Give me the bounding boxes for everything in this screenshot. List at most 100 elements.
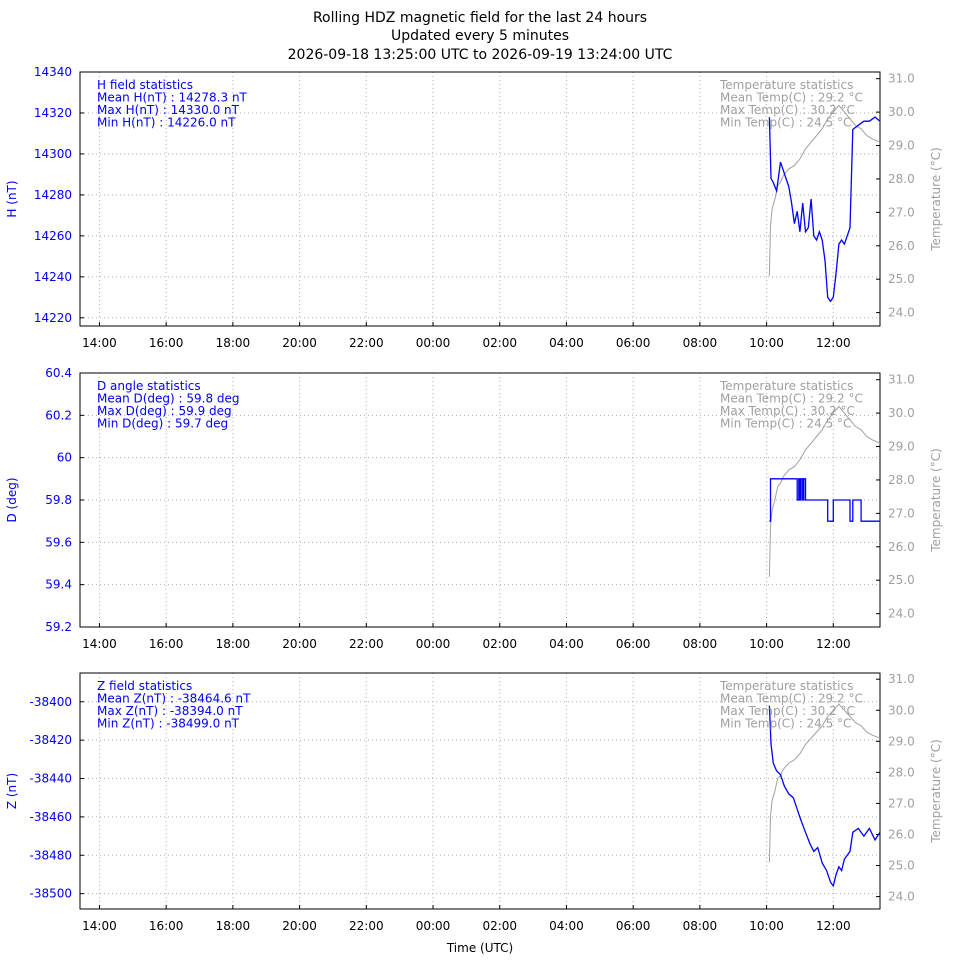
- x-tick-label: 18:00: [216, 637, 251, 651]
- y-tick-label: -38420: [29, 733, 72, 747]
- field-stat-line: Min H(nT) : 14226.0 nT: [97, 116, 236, 130]
- field-stat-line: Max H(nT) : 14330.0 nT: [97, 103, 240, 117]
- y-tick-label: 59.6: [45, 535, 72, 549]
- temperature-line: [768, 703, 881, 863]
- temp-tick-label: 28.0: [888, 172, 915, 186]
- x-tick-label: 18:00: [216, 336, 251, 350]
- y-tick-label: 14280: [34, 188, 72, 202]
- x-tick-label: 14:00: [82, 336, 117, 350]
- x-tick-label: 02:00: [482, 637, 517, 651]
- x-tick-label: 18:00: [216, 919, 251, 933]
- x-tick-label: 16:00: [149, 336, 184, 350]
- temp-tick-label: 31.0: [888, 72, 915, 86]
- y-tick-label: 60.4: [45, 366, 72, 380]
- x-tick-label: 12:00: [816, 919, 851, 933]
- x-tick-label: 04:00: [549, 637, 584, 651]
- field-line: [769, 478, 880, 522]
- x-tick-label: 22:00: [349, 336, 384, 350]
- x-tick-label: 12:00: [816, 336, 851, 350]
- x-tick-label: 14:00: [82, 637, 117, 651]
- plot-frame: [79, 71, 881, 327]
- field-stat-line: Mean H(nT) : 14278.3 nT: [97, 91, 248, 105]
- x-tick-label: 02:00: [482, 919, 517, 933]
- temp-tick-label: 31.0: [888, 373, 915, 387]
- y-tick-label: -38400: [29, 695, 72, 709]
- temperature-line: [768, 405, 881, 577]
- x-tick-label: 22:00: [349, 919, 384, 933]
- temp-stat-line: Mean Temp(C) : 29.2 °C: [720, 692, 863, 706]
- temp-stat-line: Temperature statistics: [719, 78, 853, 92]
- panel-2: 14:00 16:00 18:00 20:00 22:00 00:00 02:00 04:00…: [5, 366, 943, 651]
- temp-tick-label: 31.0: [888, 672, 915, 686]
- temp-tick-label: 30.0: [888, 105, 915, 119]
- y-tick-label: 14340: [34, 65, 72, 79]
- x-tick-label: 06:00: [616, 919, 651, 933]
- temp-stat-line: Min Temp(C) : 24.5 °C: [720, 116, 851, 130]
- field-line: [768, 116, 881, 303]
- temp-tick-label: 30.0: [888, 703, 915, 717]
- x-tick-label: 10:00: [749, 637, 784, 651]
- temperature-line: [768, 104, 881, 276]
- x-tick-label: 06:00: [616, 637, 651, 651]
- y-tick-label: 59.4: [45, 578, 72, 592]
- chart-title-line-1: Rolling HDZ magnetic field for the last …: [313, 10, 647, 26]
- temp-tick-label: 27.0: [888, 506, 915, 520]
- temp-stat-line: Temperature statistics: [719, 679, 853, 693]
- temp-stat-line: Temperature statistics: [719, 379, 853, 393]
- temp-tick-label: 29.0: [888, 734, 915, 748]
- chart-title-line-2: Updated every 5 minutes: [391, 28, 569, 44]
- x-tick-label: 00:00: [416, 919, 451, 933]
- field-stat-line: Max D(deg) : 59.9 deg: [97, 404, 232, 418]
- x-tick-label: 00:00: [416, 637, 451, 651]
- x-tick-label: 04:00: [549, 919, 584, 933]
- y-tick-label: 59.2: [45, 620, 72, 634]
- y-tick-label: 14320: [34, 106, 72, 120]
- x-tick-label: 22:00: [349, 637, 384, 651]
- temp-tick-label: 26.0: [888, 239, 915, 253]
- temp-tick-label: 29.0: [888, 440, 915, 454]
- x-tick-label: 14:00: [82, 919, 117, 933]
- temp-tick-label: 25.0: [888, 859, 915, 873]
- y-tick-label: 14260: [34, 229, 72, 243]
- temp-stat-line: Min Temp(C) : 24.5 °C: [720, 417, 851, 431]
- temp-stat-line: Min Temp(C) : 24.5 °C: [720, 717, 851, 731]
- temp-tick-label: 24.0: [888, 607, 915, 621]
- y-tick-label: 59.8: [45, 493, 72, 507]
- x-tick-label: 08:00: [683, 919, 718, 933]
- temp-stat-line: Mean Temp(C) : 29.2 °C: [720, 392, 863, 406]
- chart-title-line-3: 2026-09-18 13:25:00 UTC to 2026-09-19 13…: [288, 47, 673, 63]
- temp-tick-label: 29.0: [888, 139, 915, 153]
- plot-frame: [79, 372, 881, 628]
- temp-tick-label: 26.0: [888, 827, 915, 841]
- temp-tick-label: 25.0: [888, 573, 915, 587]
- panel-3: 14:00 16:00 18:00 20:00 22:00 00:00 02:00 04:00…: [5, 672, 943, 933]
- y-tick-label: 14220: [34, 311, 72, 325]
- x-tick-label: 16:00: [149, 637, 184, 651]
- x-tick-label: 10:00: [749, 919, 784, 933]
- temp-tick-label: 28.0: [888, 765, 915, 779]
- y-tick-label: -38480: [29, 848, 72, 862]
- field-stat-line: D angle statistics: [97, 379, 201, 393]
- field-stat-line: Min Z(nT) : -38499.0 nT: [97, 717, 240, 731]
- x-tick-label: 20:00: [282, 919, 317, 933]
- field-stat-line: Min D(deg) : 59.7 deg: [97, 417, 228, 431]
- x-axis-label: Time (UTC): [446, 941, 513, 955]
- plot-frame: [79, 672, 881, 910]
- temp-tick-label: 30.0: [888, 406, 915, 420]
- x-tick-label: 20:00: [282, 336, 317, 350]
- x-tick-label: 08:00: [683, 637, 718, 651]
- x-tick-label: 16:00: [149, 919, 184, 933]
- temp-stat-line: Mean Temp(C) : 29.2 °C: [720, 91, 863, 105]
- y-tick-label: -38440: [29, 772, 72, 786]
- field-stat-line: Z field statistics: [97, 679, 192, 693]
- y-tick-label: -38460: [29, 810, 72, 824]
- field-stat-line: Mean D(deg) : 59.8 deg: [97, 392, 240, 406]
- y-axis-label: Z (nT): [5, 773, 19, 809]
- temp-tick-label: 26.0: [888, 540, 915, 554]
- temp-tick-label: 24.0: [888, 890, 915, 904]
- temp-axis-label: Temperature (°C): [929, 739, 943, 844]
- y-tick-label: 14240: [34, 270, 72, 284]
- temp-tick-label: 24.0: [888, 306, 915, 320]
- x-tick-label: 10:00: [749, 336, 784, 350]
